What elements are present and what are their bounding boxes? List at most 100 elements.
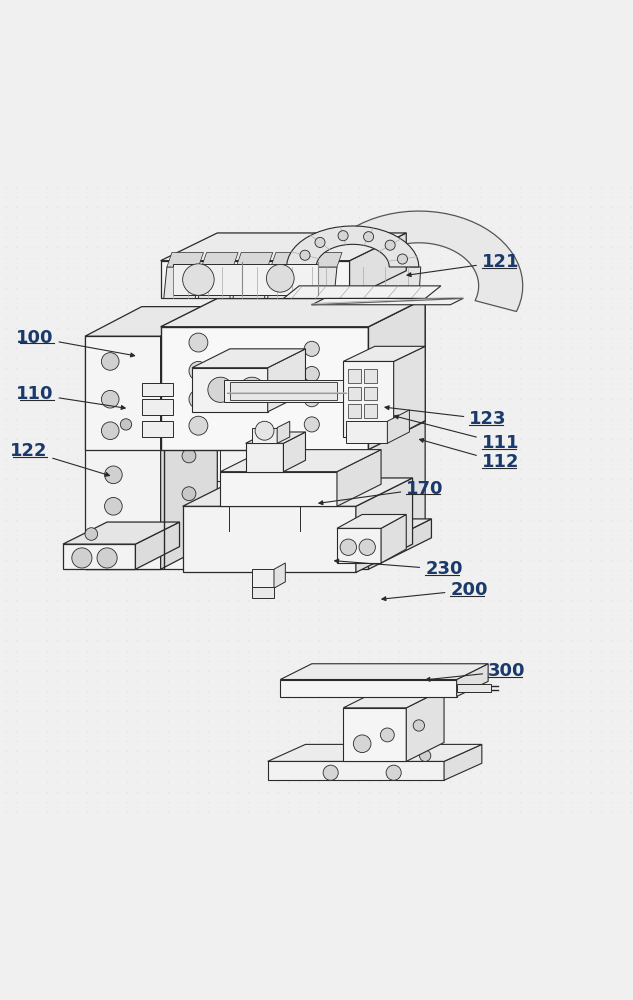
Polygon shape — [167, 252, 203, 267]
Polygon shape — [164, 336, 368, 566]
Polygon shape — [268, 761, 444, 780]
Polygon shape — [161, 307, 217, 569]
Text: 111: 111 — [394, 415, 519, 452]
Text: 100: 100 — [16, 329, 135, 357]
Text: 200: 200 — [382, 581, 488, 601]
Polygon shape — [85, 519, 432, 550]
Circle shape — [104, 497, 122, 515]
Polygon shape — [348, 404, 361, 418]
Polygon shape — [173, 264, 242, 295]
Polygon shape — [85, 550, 368, 569]
Polygon shape — [368, 298, 425, 450]
Circle shape — [237, 407, 273, 442]
Polygon shape — [164, 309, 368, 568]
Circle shape — [266, 264, 294, 292]
Polygon shape — [161, 233, 406, 261]
Circle shape — [255, 421, 274, 440]
Circle shape — [189, 333, 208, 352]
Circle shape — [104, 466, 122, 484]
Circle shape — [420, 750, 431, 761]
Polygon shape — [220, 472, 337, 506]
Circle shape — [101, 390, 119, 408]
Circle shape — [353, 735, 371, 753]
Circle shape — [179, 519, 206, 547]
Polygon shape — [444, 744, 482, 780]
Polygon shape — [277, 421, 290, 443]
Polygon shape — [183, 478, 413, 506]
Polygon shape — [406, 689, 444, 761]
Circle shape — [304, 392, 319, 407]
Text: 122: 122 — [9, 442, 110, 476]
Polygon shape — [252, 569, 274, 588]
Circle shape — [97, 548, 117, 568]
Polygon shape — [268, 267, 303, 298]
Text: 123: 123 — [385, 406, 507, 428]
Circle shape — [340, 539, 356, 555]
Polygon shape — [192, 349, 306, 368]
Polygon shape — [246, 443, 284, 472]
Circle shape — [311, 537, 325, 552]
Polygon shape — [337, 450, 381, 506]
Polygon shape — [346, 421, 387, 443]
Polygon shape — [230, 382, 337, 400]
Polygon shape — [220, 450, 381, 472]
Circle shape — [104, 359, 122, 377]
Circle shape — [101, 422, 119, 440]
Circle shape — [338, 231, 348, 241]
Polygon shape — [337, 514, 406, 528]
Polygon shape — [364, 404, 377, 418]
Circle shape — [239, 377, 265, 402]
Circle shape — [183, 264, 214, 295]
Polygon shape — [85, 307, 217, 336]
Polygon shape — [315, 211, 523, 312]
Polygon shape — [252, 428, 277, 443]
Polygon shape — [394, 346, 425, 437]
Polygon shape — [161, 307, 217, 450]
Polygon shape — [85, 336, 161, 569]
Polygon shape — [284, 286, 441, 298]
Text: 230: 230 — [335, 559, 463, 578]
Circle shape — [208, 377, 233, 402]
Polygon shape — [306, 252, 342, 267]
Polygon shape — [63, 522, 180, 544]
Polygon shape — [142, 421, 173, 437]
Polygon shape — [353, 267, 421, 298]
Circle shape — [182, 449, 196, 463]
Polygon shape — [280, 680, 456, 697]
Polygon shape — [337, 528, 381, 563]
Circle shape — [104, 428, 122, 446]
Circle shape — [304, 366, 319, 382]
Polygon shape — [364, 387, 377, 400]
Polygon shape — [142, 383, 173, 396]
Polygon shape — [387, 410, 410, 443]
Polygon shape — [274, 563, 285, 588]
Polygon shape — [268, 349, 306, 412]
Circle shape — [232, 512, 253, 532]
Circle shape — [120, 419, 132, 430]
Circle shape — [413, 720, 425, 731]
Circle shape — [189, 390, 208, 409]
Text: 300: 300 — [426, 662, 525, 681]
Polygon shape — [242, 264, 318, 295]
Polygon shape — [161, 327, 368, 450]
Text: 170: 170 — [319, 480, 444, 505]
Text: 112: 112 — [420, 439, 519, 471]
Circle shape — [189, 361, 208, 380]
Circle shape — [72, 548, 92, 568]
Text: 121: 121 — [407, 253, 519, 277]
Polygon shape — [135, 522, 180, 569]
Circle shape — [323, 765, 338, 780]
Polygon shape — [348, 387, 361, 400]
Polygon shape — [368, 519, 432, 569]
Polygon shape — [161, 261, 349, 298]
Polygon shape — [164, 307, 220, 481]
Circle shape — [315, 237, 325, 247]
Polygon shape — [343, 708, 406, 761]
Text: 110: 110 — [16, 385, 125, 409]
Polygon shape — [287, 226, 419, 267]
Polygon shape — [198, 267, 233, 298]
Circle shape — [363, 232, 373, 242]
Polygon shape — [236, 252, 273, 267]
Polygon shape — [456, 684, 491, 692]
Circle shape — [182, 411, 196, 425]
